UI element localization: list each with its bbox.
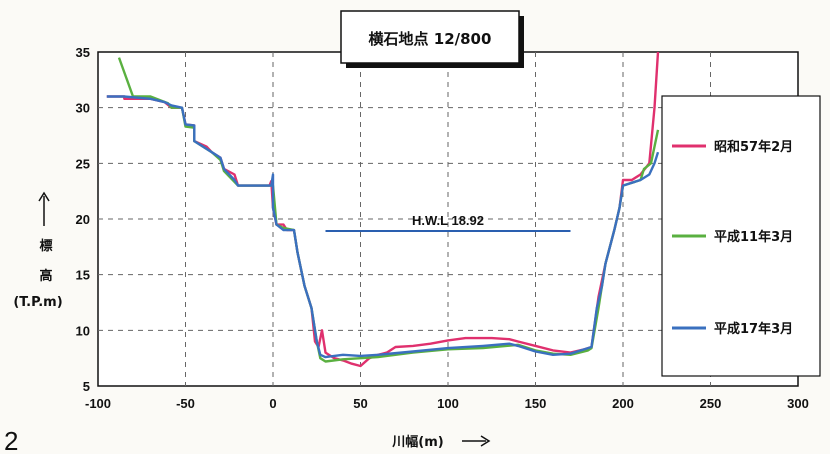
- y-tick-labels: 5 10 15 20 25 30 35: [76, 45, 90, 394]
- y-axis-arrowhead: [38, 191, 50, 202]
- y-tick-label: 30: [76, 101, 90, 116]
- legend-label-3: 平成17年3月: [714, 321, 793, 337]
- y-tick-label: 20: [76, 212, 90, 227]
- x-tick-label: -100: [85, 396, 111, 411]
- x-tick-label: 0: [269, 396, 276, 411]
- series-layer: [106, 51, 660, 368]
- x-tick-label: 300: [787, 396, 809, 411]
- x-tick-label: 250: [700, 396, 722, 411]
- x-tick-labels: -100 -50 0 50 100 150 200 250 300: [85, 396, 809, 411]
- x-label: 川幅(m): [391, 434, 443, 450]
- x-tick-label: 150: [525, 396, 547, 411]
- chart-title: 横石地点 12/800: [369, 30, 492, 48]
- x-tick-label: -50: [176, 396, 195, 411]
- y-axis-label: 標 高 (T.P.m): [13, 191, 63, 310]
- series-line-3: [106, 95, 660, 359]
- page-number: 2: [4, 426, 18, 454]
- x-axis-label: 川幅(m): [391, 434, 491, 450]
- y-tick-label: 5: [83, 379, 90, 394]
- hwl-label: H.W.L 18.92: [412, 213, 484, 228]
- x-tick-label: 100: [437, 396, 459, 411]
- y-label-line-3: (T.P.m): [13, 295, 62, 310]
- legend-label-2: 平成11年3月: [714, 229, 793, 245]
- x-tick-label: 50: [353, 396, 367, 411]
- y-tick-label: 35: [76, 45, 90, 60]
- title-box: [340, 10, 520, 64]
- hwl-annotation: H.W.L 18.92: [325, 213, 571, 233]
- x-tick-label: 200: [612, 396, 634, 411]
- y-tick-label: 25: [76, 156, 90, 171]
- legend-label-1: 昭和57年2月: [714, 139, 793, 155]
- x-axis-arrowhead: [480, 435, 491, 447]
- y-tick-label: 15: [76, 268, 90, 283]
- y-label-line-1: 標: [39, 238, 52, 254]
- y-label-line-2: 高: [39, 268, 52, 284]
- y-tick-label: 10: [76, 323, 90, 338]
